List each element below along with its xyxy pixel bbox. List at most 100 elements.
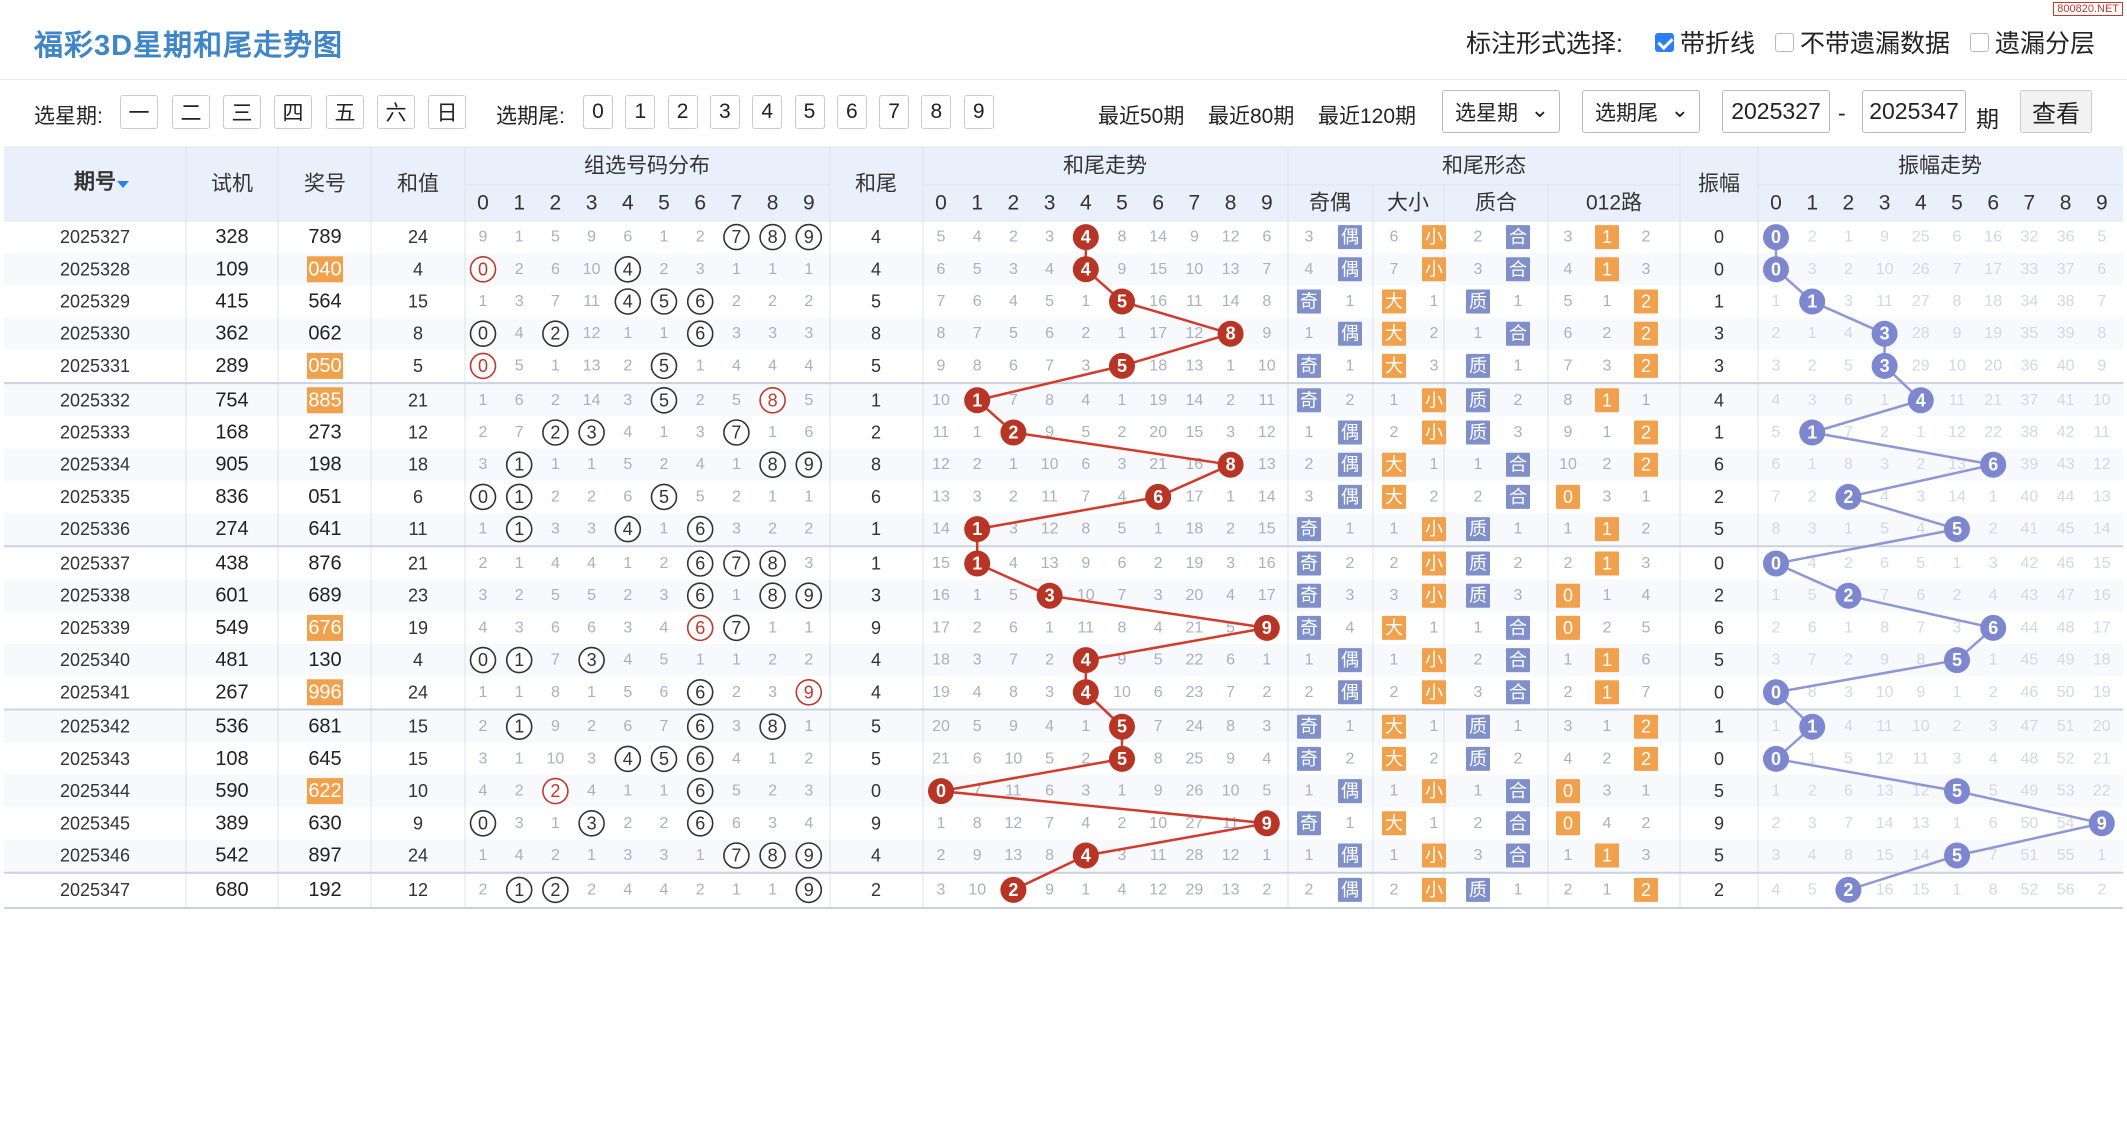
- tail-chip-6[interactable]: 6: [836, 95, 867, 129]
- amp-miss: 16: [1984, 229, 2002, 246]
- prime-comp-tag-label: 合: [1509, 846, 1527, 866]
- dist-ball: [686, 745, 714, 773]
- form-miss: 2: [1474, 488, 1483, 505]
- trend-miss: 3: [1045, 684, 1054, 701]
- dist-miss: 10: [583, 261, 601, 278]
- tail-chip-9[interactable]: 9: [963, 95, 994, 129]
- dist-miss: 1: [768, 424, 777, 441]
- form-miss: 4: [1564, 750, 1573, 767]
- table-header: [4, 147, 2123, 221]
- dist-ball: [650, 386, 678, 414]
- road-012-tag: [1634, 746, 1658, 771]
- odd-even-tag-label: 奇: [1300, 586, 1318, 606]
- amp-miss: 2: [1808, 488, 1817, 505]
- dist-miss: 2: [623, 587, 632, 604]
- sum-value: 23: [408, 586, 428, 606]
- trend-miss: 4: [1118, 881, 1127, 898]
- tail-chip-1[interactable]: 1: [625, 95, 656, 129]
- form-miss: 2: [1430, 488, 1439, 505]
- recent-80-link[interactable]: 最近80期: [1208, 105, 1295, 128]
- trend-miss: 3: [1118, 456, 1127, 473]
- header-trend: 和尾走势: [1063, 155, 1147, 178]
- chevron-down-icon: ⌄: [1670, 97, 1689, 122]
- trend-miss: 9: [1009, 718, 1018, 735]
- trend-miss: 7: [1154, 718, 1163, 735]
- trend-digit-header: 1: [971, 192, 983, 215]
- dist-miss: 3: [515, 815, 524, 832]
- recent-50-link[interactable]: 最近50期: [1098, 105, 1185, 128]
- amp-miss: 19: [1984, 325, 2002, 342]
- trend-miss: 11: [1005, 783, 1022, 800]
- issue-number: 2025336: [60, 519, 130, 539]
- big-small-tag: [1382, 714, 1406, 739]
- tail-select[interactable]: 选期尾 ⌄: [1582, 90, 1700, 133]
- amp-miss: 21: [2093, 750, 2111, 767]
- trend-miss: 6: [1226, 652, 1235, 669]
- week-select[interactable]: 选星期 ⌄: [1442, 90, 1560, 133]
- dist-ball-digit: 7: [731, 423, 741, 443]
- weekday-chip-1[interactable]: 二: [172, 95, 210, 129]
- amp-miss: 35: [2021, 325, 2039, 342]
- query-button[interactable]: 查看: [2020, 90, 2092, 133]
- option-line[interactable]: 带折线: [1654, 24, 1755, 60]
- amp-miss: 1: [2097, 847, 2106, 864]
- tail-chip-5[interactable]: 5: [794, 95, 825, 129]
- checkbox-icon[interactable]: [1969, 32, 1989, 52]
- trend-miss: 2: [1226, 392, 1235, 409]
- weekday-chip-4[interactable]: 五: [326, 95, 364, 129]
- weekday-chip-2[interactable]: 三: [223, 95, 261, 129]
- amp-trend-ball: [1763, 550, 1789, 577]
- big-small-tag-label: 小: [1425, 227, 1443, 247]
- trend-miss: 20: [1149, 424, 1167, 441]
- amp-value: 4: [1714, 390, 1724, 410]
- tail-chip-2[interactable]: 2: [667, 95, 698, 129]
- dist-miss: 1: [732, 261, 741, 278]
- dist-miss: 2: [768, 783, 777, 800]
- dist-ball-digit: 9: [804, 227, 814, 247]
- tail-chip-3[interactable]: 3: [709, 95, 740, 129]
- amp-miss: 1: [1844, 619, 1853, 636]
- sort-arrow-icon[interactable]: [117, 181, 129, 188]
- tail-value: 4: [871, 227, 881, 247]
- dist-miss: 4: [515, 325, 524, 342]
- end-issue-input[interactable]: 2025347: [1862, 90, 1966, 133]
- tail-chip-0[interactable]: 0: [583, 95, 613, 129]
- tail-value: 8: [871, 455, 881, 475]
- checkbox-checked-icon[interactable]: [1654, 32, 1674, 52]
- dist-ball: [469, 320, 497, 348]
- start-issue-input[interactable]: 2025327: [1722, 90, 1830, 133]
- recent-120-link[interactable]: 最近120期: [1318, 105, 1417, 128]
- weekday-chip-0[interactable]: 一: [120, 95, 158, 129]
- option-layer[interactable]: 遗漏分层: [1969, 24, 2095, 60]
- dist-ball-digit: 1: [514, 455, 524, 475]
- amp-miss: 1: [1844, 521, 1853, 538]
- dist-ball: [614, 288, 642, 315]
- issue-number: 2025333: [60, 423, 130, 443]
- tail-value: 4: [871, 259, 881, 279]
- dist-miss: 2: [660, 456, 669, 473]
- weekday-chip-5[interactable]: 六: [377, 95, 415, 129]
- trend-miss: 12: [1222, 847, 1240, 864]
- form-miss: 2: [1390, 424, 1399, 441]
- sum-value: 21: [408, 390, 428, 410]
- tail-chip-8[interactable]: 8: [921, 95, 952, 129]
- option-nomiss[interactable]: 不带遗漏数据: [1774, 24, 1950, 60]
- amp-miss: 7: [1808, 652, 1817, 669]
- form-miss: 2: [1430, 750, 1439, 767]
- dist-miss: 1: [623, 555, 632, 572]
- tail-chip-4[interactable]: 4: [752, 95, 783, 129]
- dist-miss: 4: [587, 783, 596, 800]
- amp-miss: 38: [2021, 424, 2039, 441]
- weekday-chip-3[interactable]: 四: [274, 95, 312, 129]
- sum-value: 15: [408, 717, 428, 737]
- form-miss: 9: [1564, 424, 1573, 441]
- amp-miss: 7: [1844, 815, 1853, 832]
- tail-trend-ball: [1253, 810, 1280, 837]
- trend-miss: 2: [1118, 815, 1127, 832]
- dist-digit-header: 9: [803, 192, 815, 215]
- dist-ball: [650, 483, 678, 511]
- weekday-chip-6[interactable]: 日: [428, 95, 466, 129]
- dist-ball-digit: 4: [623, 519, 633, 539]
- tail-chip-7[interactable]: 7: [879, 95, 910, 129]
- checkbox-icon[interactable]: [1774, 32, 1794, 52]
